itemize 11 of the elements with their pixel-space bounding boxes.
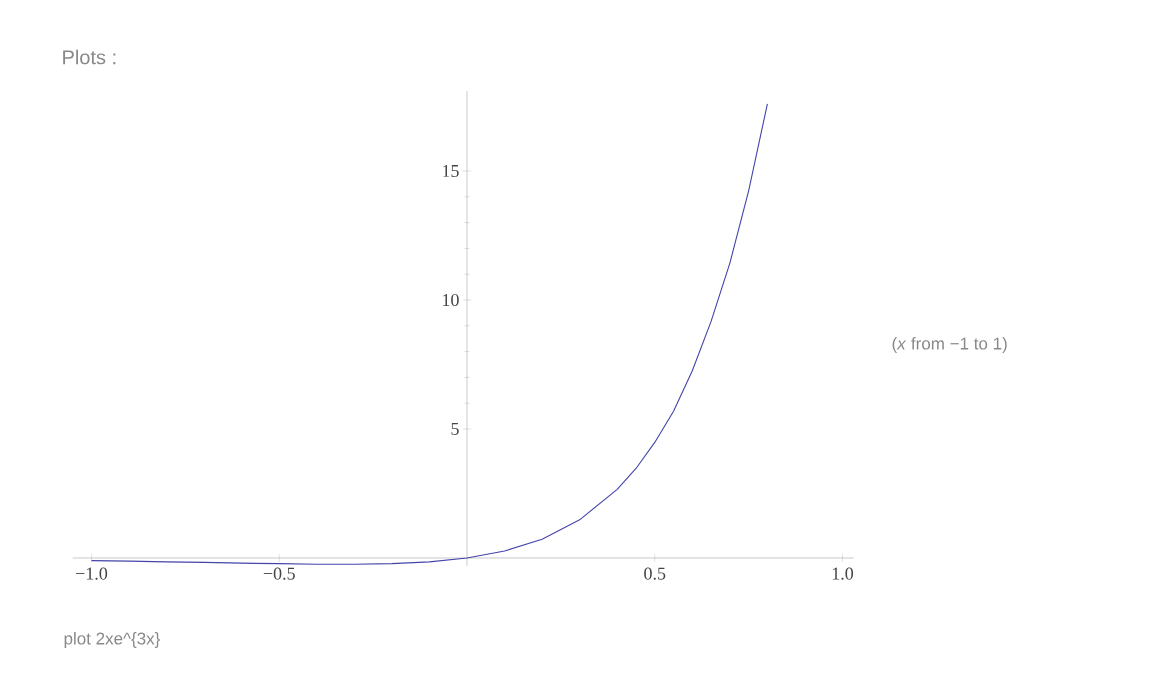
y-tick-label: 10 <box>443 293 459 307</box>
x-tick-label: −0.5 <box>263 567 295 580</box>
y-tick-label: 15 <box>443 164 459 178</box>
y-tick-label: 5 <box>451 423 459 435</box>
chart-title: Plots : <box>63 49 116 65</box>
x-tick-label: 0.5 <box>644 567 666 580</box>
x-tick-label: −1.0 <box>76 567 108 580</box>
line-series <box>90 103 768 565</box>
x-tick-label: 1.0 <box>832 567 854 580</box>
text: plot 2xe^{3x} <box>64 632 161 648</box>
text: (x from −1 to 1) <box>892 337 1007 353</box>
